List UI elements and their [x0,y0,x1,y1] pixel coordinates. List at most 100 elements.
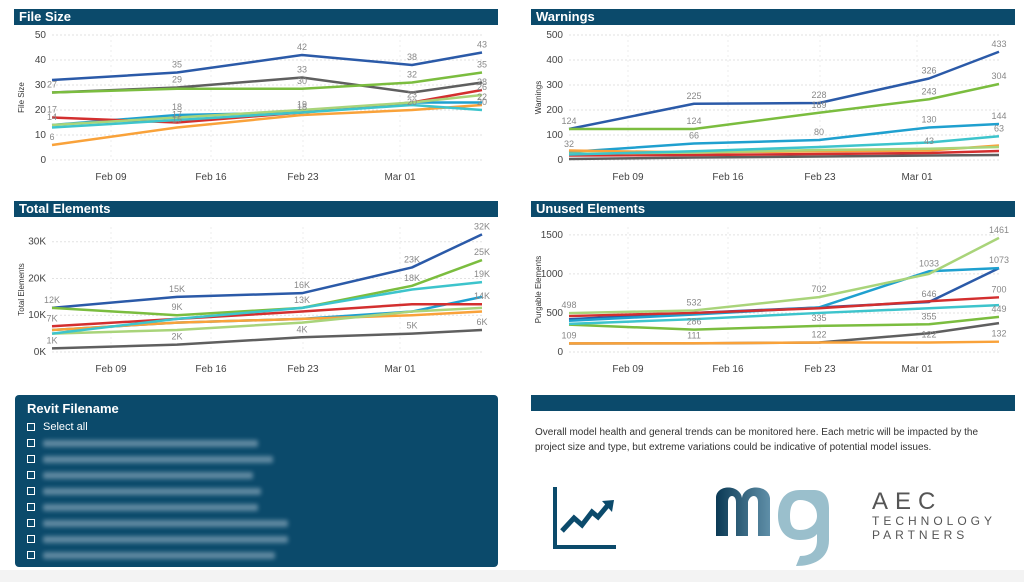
wordmark-partners: PARTNERS [872,528,969,542]
y-tick-label: 300 [546,80,563,91]
series-line[interactable] [51,233,483,310]
data-label: 20 [477,97,487,107]
series-line[interactable] [51,103,483,147]
file-size-chart[interactable]: File Size 0 10 20 30 40 50 Feb 09 Feb 16 Feb 23 Ma… [14,27,498,184]
y-tick-label: 20K [28,273,46,284]
series-line[interactable] [568,122,1000,154]
data-label: 286 [686,317,701,327]
data-label: 335 [811,313,826,323]
filename-checkbox[interactable] [27,503,35,511]
data-label: 13K [294,295,310,305]
filename-checkbox[interactable] [27,551,35,559]
filename-checkbox[interactable] [27,519,35,527]
series-line[interactable] [51,306,483,335]
filename-option[interactable] [27,452,273,466]
data-label: 122 [921,329,936,339]
series-line[interactable] [51,71,483,94]
filename-option[interactable] [27,500,258,514]
data-label: 15K [169,284,185,294]
filename-redacted [43,551,275,559]
series-line[interactable] [568,296,1000,318]
series-line[interactable] [51,93,483,127]
data-label: 1461 [989,225,1009,235]
data-label: 124 [561,116,576,126]
data-label: 18K [404,273,420,283]
data-label: 42 [297,42,307,52]
series-line[interactable] [568,153,1000,161]
data-label: 2K [171,332,182,342]
filename-option[interactable] [27,516,288,530]
filename-checkbox[interactable] [27,471,35,479]
data-label: 5K [406,321,417,331]
series-line[interactable] [51,302,482,328]
filename-checkbox[interactable] [27,455,35,463]
data-label: 33 [297,65,307,75]
data-label: 66 [689,131,699,141]
y-axis-label: Warnings [534,81,543,115]
series-line[interactable] [51,51,483,82]
total-elements-chart[interactable]: Total Elements 0K 10K 20K 30K Feb 09 Feb 16 Feb… [14,219,498,376]
warnings-panel: Warnings Warnings 0 100 200 300 400 500 Feb 09 F… [531,9,1015,184]
y-axis-label: File Size [17,82,26,113]
series-line[interactable] [51,103,483,129]
x-tick-label: Feb 16 [712,172,744,183]
data-label: 26 [477,82,487,92]
y-tick-label: 30K [28,237,46,248]
data-label: 498 [561,300,576,310]
y-tick-label: 1000 [541,269,564,280]
data-label: 18 [297,102,307,112]
series-line[interactable] [568,149,1000,157]
data-label: 1033 [919,258,939,268]
filename-redacted [43,519,288,527]
series-line[interactable] [568,303,1000,326]
y-tick-label: 500 [546,308,563,319]
x-tick-label: Feb 23 [287,172,319,183]
x-tick-label: Feb 23 [804,172,836,183]
x-tick-label: Feb 09 [95,172,127,183]
y-tick-label: 10 [35,130,47,141]
info-header-bar [531,395,1015,411]
x-tick-label: Feb 16 [712,364,744,375]
series-line[interactable] [51,280,483,335]
filename-redacted [43,487,261,495]
select-all-option[interactable]: Select all [27,420,88,434]
x-tick-label: Feb 16 [195,172,227,183]
filename-redacted [43,503,258,511]
series-line[interactable] [568,50,1000,131]
filename-option[interactable] [27,532,288,546]
warnings-title: Warnings [531,9,1015,25]
series-line[interactable] [568,236,1000,315]
data-label: 23 [407,90,417,100]
filename-checkbox[interactable] [27,535,35,543]
filename-option[interactable] [27,436,258,450]
filename-checkbox[interactable] [27,487,35,495]
file-size-panel: File Size File Size 0 10 20 30 40 50 Feb 09 Feb … [14,9,498,184]
data-label: 646 [921,289,936,299]
data-label: 25K [474,247,490,257]
filename-option[interactable] [27,468,253,482]
filename-option[interactable] [27,484,261,498]
data-label: 111 [687,330,701,340]
x-tick-label: Feb 23 [804,364,836,375]
select-all-checkbox[interactable] [27,423,35,431]
unused-elements-chart[interactable]: Purgable Elements 0 500 1000 1500 Feb 09 Feb 1… [531,219,1015,376]
series-line[interactable] [51,258,483,317]
x-tick-label: Feb 09 [95,364,127,375]
series-line[interactable] [568,315,1000,331]
data-label: 28 [477,77,487,87]
series-line[interactable] [568,135,1000,156]
filename-checkbox[interactable] [27,439,35,447]
warnings-chart[interactable]: Warnings 0 100 200 300 400 500 Feb 09 Feb 16 Feb … [531,27,1015,184]
file-size-title: File Size [14,9,498,25]
series-line[interactable] [568,340,1000,345]
data-label: 228 [811,90,826,100]
data-label: 32 [564,139,574,149]
y-tick-label: 200 [546,105,563,116]
data-label: 130 [921,115,936,125]
filename-option[interactable] [27,548,275,562]
y-tick-label: 100 [546,130,563,141]
revit-filename-slicer: Revit Filename Select all [15,395,498,567]
series-line[interactable] [569,82,1000,131]
series-line[interactable] [51,328,483,350]
data-label: 43 [477,40,487,50]
